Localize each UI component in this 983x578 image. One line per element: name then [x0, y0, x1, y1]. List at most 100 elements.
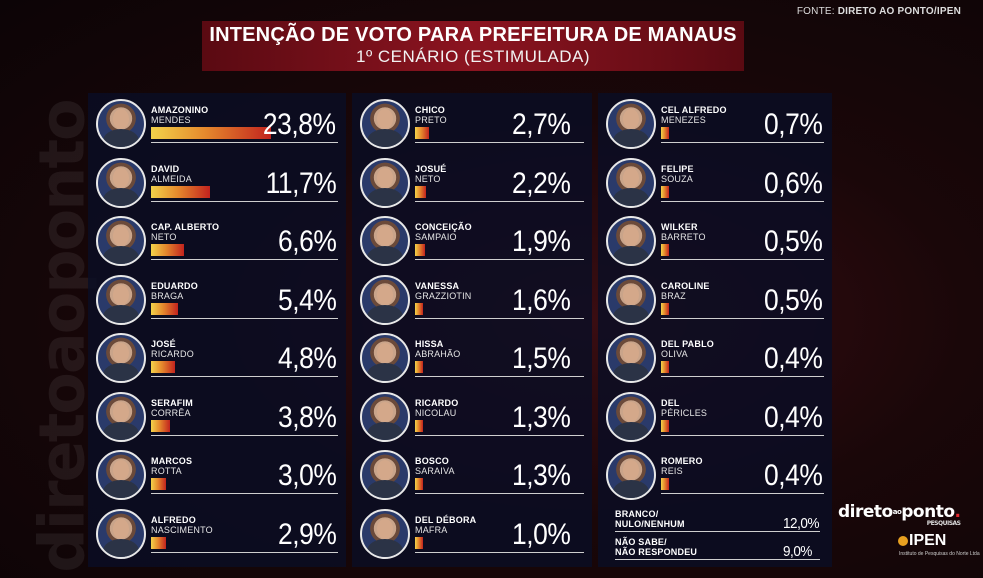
- candidate-photo: [360, 333, 410, 383]
- candidate-first-name: MARCOS: [151, 456, 193, 466]
- row-underline: [661, 259, 824, 260]
- ipen-subtitle: Instituto de Pesquisas do Norte Ltda: [899, 551, 980, 557]
- source-note: FONTE: DIRETO AO PONTO/IPEN: [797, 6, 961, 17]
- candidate-first-name: WILKER: [661, 222, 698, 232]
- candidate-photo: [96, 99, 146, 149]
- candidate-first-name: DAVID: [151, 163, 180, 174]
- row-underline: [151, 493, 338, 494]
- vote-percentage: 0,6%: [763, 166, 823, 200]
- candidate-row: MARCOS ROTTA 3,0%: [88, 448, 346, 506]
- vote-percentage: 0,4%: [763, 459, 823, 492]
- row-underline: [415, 434, 584, 436]
- vote-bar: [151, 361, 175, 373]
- source-name: DIRETO AO PONTO/IPEN: [837, 6, 961, 17]
- directo-ao-ponto-logo: diretoaoponto. PESQUISAS: [838, 502, 961, 527]
- candidate-photo: [606, 274, 656, 325]
- vote-bar: [661, 361, 669, 373]
- row-underline: [415, 551, 584, 553]
- globe-icon: [898, 535, 908, 546]
- row-underline: [415, 200, 584, 202]
- vote-bar: [415, 478, 423, 490]
- others-row: BRANCO/ NULO/NENHUM 12,0%: [615, 509, 820, 539]
- candidate-last-name: NASCIMENTO: [151, 524, 213, 535]
- vote-percentage: 4,8%: [277, 342, 337, 375]
- candidate-photo: [606, 216, 656, 266]
- candidate-first-name: DEL PABLO: [661, 339, 714, 349]
- candidate-photo: [96, 450, 146, 500]
- row-underline: [151, 200, 338, 202]
- candidate-row: CAROLINE BRAZ 0,5%: [598, 273, 832, 331]
- candidate-last-name: PÉRICLES: [661, 407, 708, 418]
- candidate-last-name: MAFRA: [415, 524, 448, 535]
- candidate-last-name: REIS: [661, 466, 683, 476]
- candidate-first-name: VANESSA: [415, 280, 460, 291]
- candidate-last-name: NICOLAU: [415, 407, 457, 418]
- vote-percentage: 0,4%: [763, 400, 823, 434]
- candidate-row: BOSCO SARAIVA 1,3%: [352, 448, 592, 506]
- candidate-photo: [360, 391, 410, 442]
- others-underline: [615, 559, 820, 560]
- vote-bar: [415, 185, 426, 198]
- others-label-line2: NULO/NENHUM: [615, 519, 685, 529]
- vote-bar: [661, 478, 669, 490]
- candidate-last-name: NETO: [415, 173, 441, 184]
- candidate-photo: [606, 157, 656, 208]
- row-underline: [661, 142, 824, 143]
- row-underline: [151, 551, 338, 553]
- candidate-photo: [96, 333, 146, 383]
- source-label: FONTE:: [796, 6, 835, 17]
- vote-percentage: 2,2%: [511, 166, 571, 200]
- candidate-photo: [360, 274, 410, 325]
- vote-bar: [151, 536, 166, 549]
- candidate-row: JOSÉ RICARDO 4,8%: [88, 331, 346, 389]
- candidate-photo: [360, 450, 410, 500]
- vote-percentage: 2,9%: [277, 517, 337, 551]
- candidate-last-name: SAMPAIO: [415, 232, 457, 242]
- logo-subtitle: PESQUISAS: [926, 520, 961, 527]
- others-label-line1: BRANCO/: [615, 509, 659, 519]
- vote-bar: [415, 536, 423, 549]
- candidate-photo: [606, 391, 656, 442]
- candidate-row: CAP. ALBERTO NETO 6,6%: [88, 214, 346, 272]
- others-value: 9,0%: [783, 543, 812, 560]
- candidate-photo: [360, 216, 410, 266]
- vote-percentage: 2,7%: [511, 108, 571, 141]
- candidate-last-name: ALMEIDA: [151, 173, 192, 184]
- candidate-first-name: BOSCO: [415, 456, 450, 466]
- panel-column-2: CHICO PRETO 2,7% JOSUÉ NETO 2,2% CONCEIÇÃO SAMP…: [352, 93, 592, 567]
- candidate-photo: [96, 274, 146, 325]
- panel-column-3: BRANCO/ NULO/NENHUM 12,0% NÃO SABE/ NÃO …: [598, 93, 832, 567]
- candidate-row: CEL ALFREDO MENEZES 0,7%: [598, 97, 832, 155]
- candidate-row: EDUARDO BRAGA 5,4%: [88, 273, 346, 331]
- vote-percentage: 1,3%: [511, 400, 571, 434]
- vote-bar: [415, 127, 429, 139]
- vote-bar: [151, 185, 210, 198]
- candidate-row: FELIPE SOUZA 0,6%: [598, 156, 832, 214]
- others-label-line1: NÃO SABE/: [615, 537, 667, 547]
- vote-percentage: 3,8%: [277, 400, 337, 434]
- candidate-last-name: SARAIVA: [415, 466, 455, 476]
- candidate-row: SERAFIM CORRÊA 3,8%: [88, 390, 346, 448]
- row-underline: [415, 259, 584, 260]
- logo-text-1: direto: [838, 502, 893, 522]
- candidate-last-name: RICARDO: [151, 349, 194, 359]
- row-underline: [151, 434, 338, 436]
- ipen-name: IPEN: [909, 532, 947, 549]
- candidate-first-name: SERAFIM: [151, 397, 193, 408]
- candidate-row: WILKER BARRETO 0,5%: [598, 214, 832, 272]
- row-underline: [661, 200, 824, 202]
- candidate-photo: [606, 99, 656, 149]
- row-underline: [151, 376, 338, 377]
- candidate-first-name: CAP. ALBERTO: [151, 222, 220, 232]
- vote-percentage: 1,6%: [511, 283, 571, 317]
- candidate-first-name: CONCEIÇÃO: [415, 222, 472, 232]
- vote-percentage: 0,5%: [763, 225, 823, 258]
- vote-bar: [661, 419, 669, 432]
- candidate-row: HISSA ABRAHÃO 1,5%: [352, 331, 592, 389]
- logo-dot: .: [954, 502, 961, 522]
- candidate-photo: [96, 508, 146, 559]
- candidate-photo: [96, 216, 146, 266]
- candidate-first-name: FELIPE: [661, 163, 694, 174]
- vote-percentage: 11,7%: [265, 166, 336, 200]
- candidate-photo: [606, 333, 656, 383]
